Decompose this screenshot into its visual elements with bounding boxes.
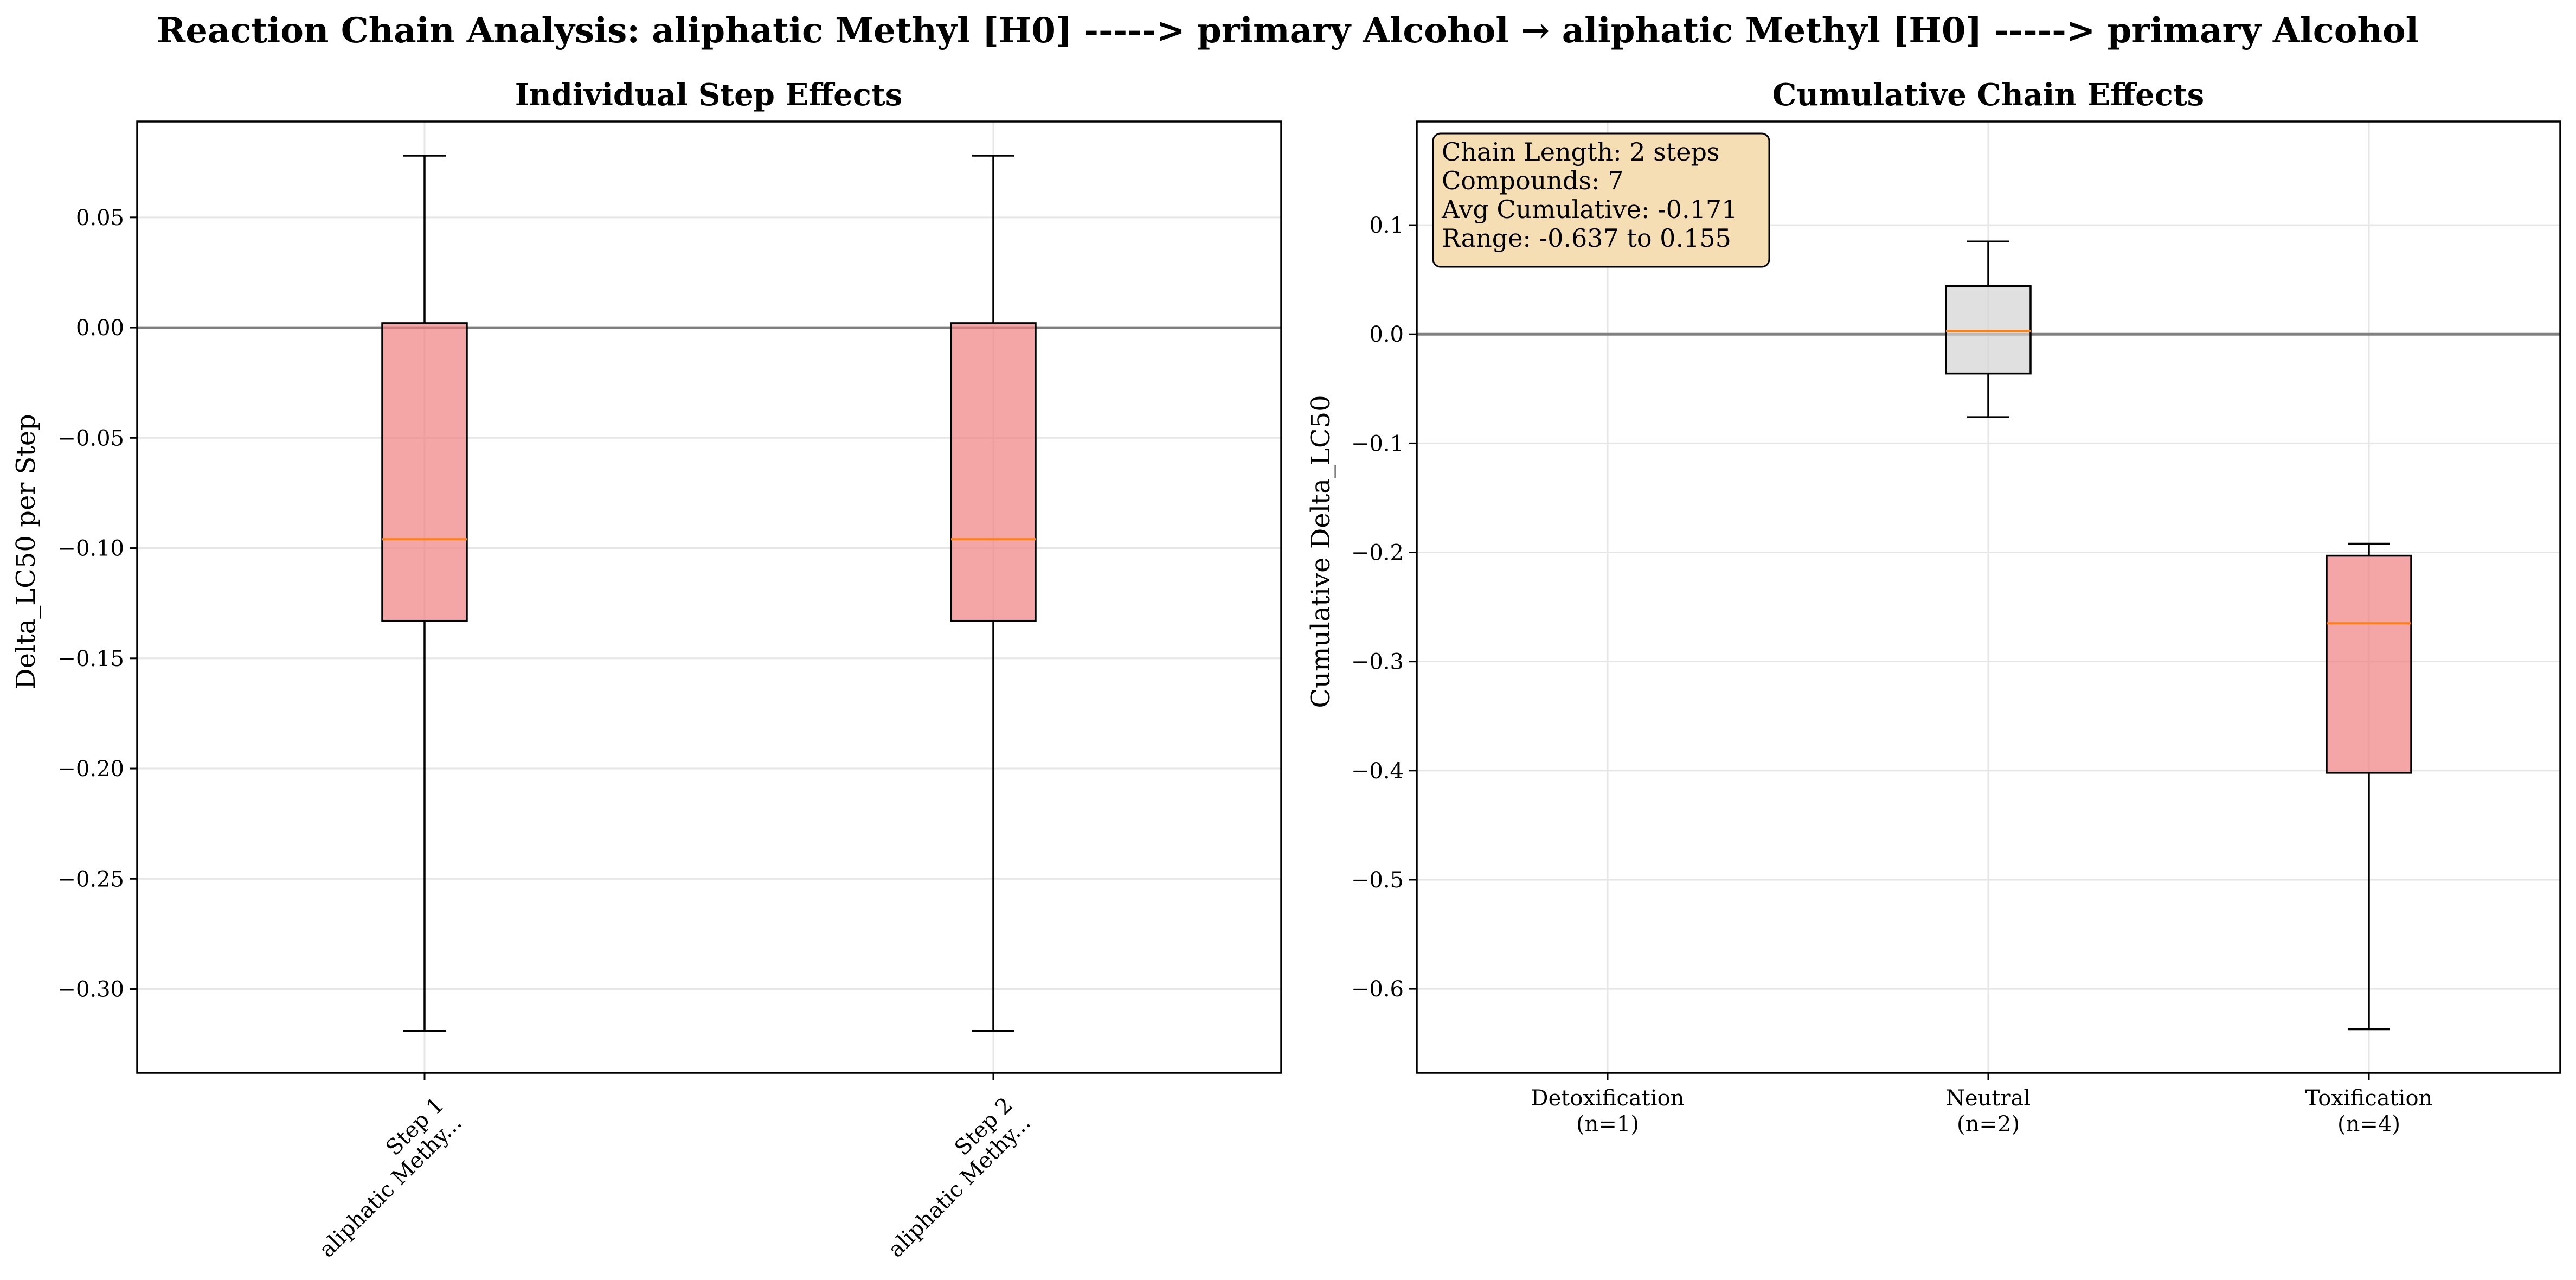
- x-tick-label: Step 1aliphatic Methy...: [297, 1093, 467, 1263]
- y-tick-label: 0.00: [76, 316, 124, 341]
- y-tick-label: −0.3: [1351, 650, 1404, 675]
- y-tick-label: −0.4: [1351, 759, 1404, 784]
- individual-grid: [137, 121, 1281, 1073]
- y-tick-label: −0.25: [57, 867, 124, 892]
- box-iqr: [1945, 285, 2032, 375]
- y-tick-label: 0.1: [1369, 213, 1404, 238]
- y-tick-label: −0.2: [1351, 541, 1404, 566]
- chart-title-individual: Individual Step Effects: [515, 77, 902, 113]
- info-box-line: Chain Length: 2 steps: [1442, 137, 1720, 167]
- y-tick-label: −0.30: [57, 977, 124, 1002]
- chart-title-cumulative: Cumulative Chain Effects: [1772, 77, 2204, 113]
- chart-individual-step-effects: Individual Step Effects Delta_LC50 per S…: [11, 77, 1282, 1263]
- y-tick-label: −0.10: [57, 536, 124, 561]
- y-tick-label: 0.0: [1369, 322, 1404, 347]
- y-tick-label: 0.05: [76, 206, 124, 231]
- figure-title: Reaction Chain Analysis: aliphatic Methy…: [157, 10, 2419, 51]
- box-iqr: [950, 322, 1037, 622]
- y-tick-label: −0.1: [1351, 431, 1404, 456]
- info-box-line: Compounds: 7: [1442, 166, 1623, 195]
- y-tick-label: −0.5: [1351, 868, 1404, 893]
- individual-box-2: [950, 155, 1037, 1032]
- x-tick-label-line: (n=1): [1576, 1112, 1639, 1137]
- box-iqr: [381, 322, 468, 622]
- chart-cumulative-chain-effects: Cumulative Chain Effects Cumulative Delt…: [1306, 77, 2561, 1137]
- y-tick-label: −0.20: [57, 757, 124, 782]
- y-tick-label: −0.6: [1351, 977, 1404, 1002]
- info-box-background: [1432, 132, 1770, 268]
- y-tick-label: −0.05: [57, 426, 124, 451]
- x-tick-label: Detoxification (n=1): [1531, 1086, 1685, 1137]
- y-axis-label-individual: Delta_LC50 per Step: [11, 414, 41, 689]
- y-axis-label-cumulative: Cumulative Delta_LC50: [1306, 395, 1336, 708]
- x-tick-label: Toxification (n=4): [2305, 1086, 2433, 1137]
- info-box-line: Range: -0.637 to 0.155: [1442, 223, 1731, 253]
- cumulative-box-3: [2326, 542, 2412, 1031]
- x-tick-label: Neutral (n=2): [1946, 1086, 2031, 1137]
- individual-box-1: [381, 155, 468, 1032]
- x-tick-label-line: (n=2): [1957, 1112, 2020, 1137]
- x-tick-label-line: Detoxification: [1531, 1086, 1685, 1111]
- x-tick-label-line: (n=4): [2337, 1112, 2400, 1137]
- y-tick-label: −0.15: [57, 647, 124, 671]
- x-tick-label-line: Toxification: [2305, 1086, 2433, 1111]
- x-tick-label: Step 2aliphatic Methy...: [866, 1093, 1036, 1263]
- individual-axes-frame: [136, 120, 1282, 1074]
- x-tick-label-line: Neutral: [1946, 1086, 2031, 1111]
- box-iqr: [2326, 554, 2412, 774]
- info-box-line: Avg Cumulative: -0.171: [1441, 195, 1737, 224]
- cumulative-box-2: [1945, 240, 2032, 418]
